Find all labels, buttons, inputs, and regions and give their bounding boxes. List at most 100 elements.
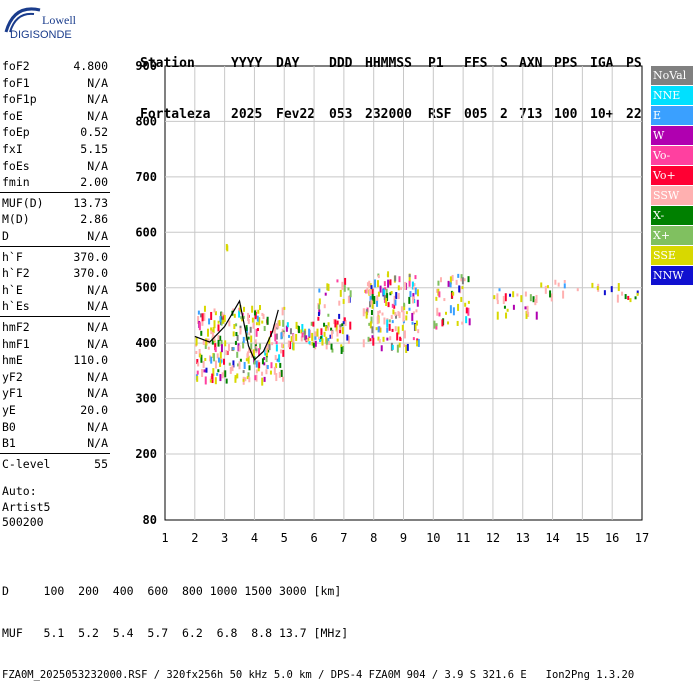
echo-point <box>292 342 295 351</box>
legend-item-nnw: NNW <box>651 266 693 285</box>
echo-point <box>280 369 283 377</box>
echo-point <box>366 282 369 287</box>
echo-point <box>325 341 328 350</box>
echo-point <box>213 320 216 329</box>
echo-point <box>391 303 394 308</box>
echo-point <box>540 282 543 288</box>
param-row: h`Es N/A <box>0 297 110 315</box>
x-tick-label: 5 <box>281 531 288 545</box>
echo-point <box>231 365 234 372</box>
station-header: Station YYYY DAY DDD HHMMSS P1 FFS S AXN PPS IGA PS… <box>140 21 642 140</box>
y-tick-label: 800 <box>135 114 157 128</box>
footer-info: D 100 200 400 600 800 1000 1500 3000 [km… <box>2 556 634 696</box>
echo-point <box>320 328 323 336</box>
echo-point <box>413 299 416 304</box>
echo-point <box>251 317 254 323</box>
echo-point <box>195 350 198 354</box>
echo-point <box>576 288 579 292</box>
echo-point <box>329 334 332 339</box>
echo-point <box>258 362 261 369</box>
echo-point <box>435 296 438 301</box>
echo-point <box>342 321 345 325</box>
echo-point <box>371 335 374 339</box>
echo-point <box>455 279 458 285</box>
autoscaling-info: Auto: Artist5 500200 <box>2 484 50 531</box>
echo-point <box>397 285 400 291</box>
echo-point <box>392 309 395 315</box>
echo-point <box>247 312 250 321</box>
echo-point <box>224 370 227 378</box>
echo-point <box>512 304 515 310</box>
echo-point <box>554 279 557 285</box>
echo-point <box>234 376 237 383</box>
echo-point <box>384 287 387 291</box>
echo-point <box>280 342 283 348</box>
echo-point <box>283 306 286 310</box>
param-label: yF2 <box>2 369 23 384</box>
echo-point <box>503 305 506 309</box>
echo-point <box>524 306 527 310</box>
echo-point <box>385 298 388 307</box>
echo-point <box>396 344 399 353</box>
echo-point <box>263 326 266 332</box>
echo-point <box>312 342 315 348</box>
echo-point <box>295 321 298 329</box>
param-label: fmin <box>2 175 30 190</box>
param-row: hmF2 N/A <box>0 318 110 336</box>
echo-point <box>412 337 415 341</box>
echo-point <box>377 291 380 297</box>
echo-point <box>394 275 397 282</box>
echo-point <box>460 274 463 282</box>
echo-point <box>403 343 406 347</box>
echo-point <box>210 356 213 364</box>
x-tick-label: 6 <box>310 531 317 545</box>
echo-point <box>219 335 222 341</box>
echo-point <box>439 277 442 283</box>
echo-point <box>248 332 251 336</box>
echo-point <box>232 347 235 351</box>
echo-point <box>436 288 439 293</box>
echo-point <box>243 306 246 312</box>
echo-point <box>217 369 220 373</box>
echo-point <box>275 344 278 352</box>
param-separator <box>0 191 110 193</box>
param-row: fxI 5.15 <box>0 140 110 158</box>
echo-point <box>405 344 408 353</box>
echo-point <box>321 338 324 346</box>
echo-point <box>290 336 293 343</box>
echo-point <box>196 370 199 375</box>
echo-point <box>549 290 552 298</box>
legend-item-voplus: Vo+ <box>651 166 693 185</box>
echo-point <box>285 325 288 332</box>
echo-point <box>209 378 212 383</box>
echo-point <box>376 300 379 307</box>
echo-point <box>557 282 560 287</box>
echo-point <box>318 304 321 310</box>
param-label: C-level <box>2 456 51 471</box>
param-label: hmF1 <box>2 336 30 351</box>
echo-point <box>248 377 251 383</box>
echo-point <box>238 345 241 352</box>
echo-point <box>375 327 378 331</box>
echo-point <box>408 273 411 282</box>
echo-point <box>278 371 281 378</box>
echo-point <box>402 311 405 320</box>
echo-point <box>402 317 405 322</box>
echo-point <box>414 323 417 331</box>
echo-point <box>214 311 217 316</box>
echo-point <box>369 321 372 329</box>
echo-point <box>196 358 199 364</box>
echo-point <box>214 343 217 351</box>
echo-point <box>217 357 220 363</box>
echo-point <box>505 312 508 319</box>
echo-point <box>376 316 379 325</box>
echo-point <box>238 310 241 318</box>
echo-point <box>236 334 239 341</box>
param-row: D N/A <box>0 227 110 245</box>
echo-point <box>217 339 220 347</box>
echo-point <box>391 320 394 324</box>
header-value: RSF <box>428 107 452 122</box>
echo-point <box>204 357 207 361</box>
echo-point <box>377 273 380 277</box>
echo-point <box>562 290 565 299</box>
